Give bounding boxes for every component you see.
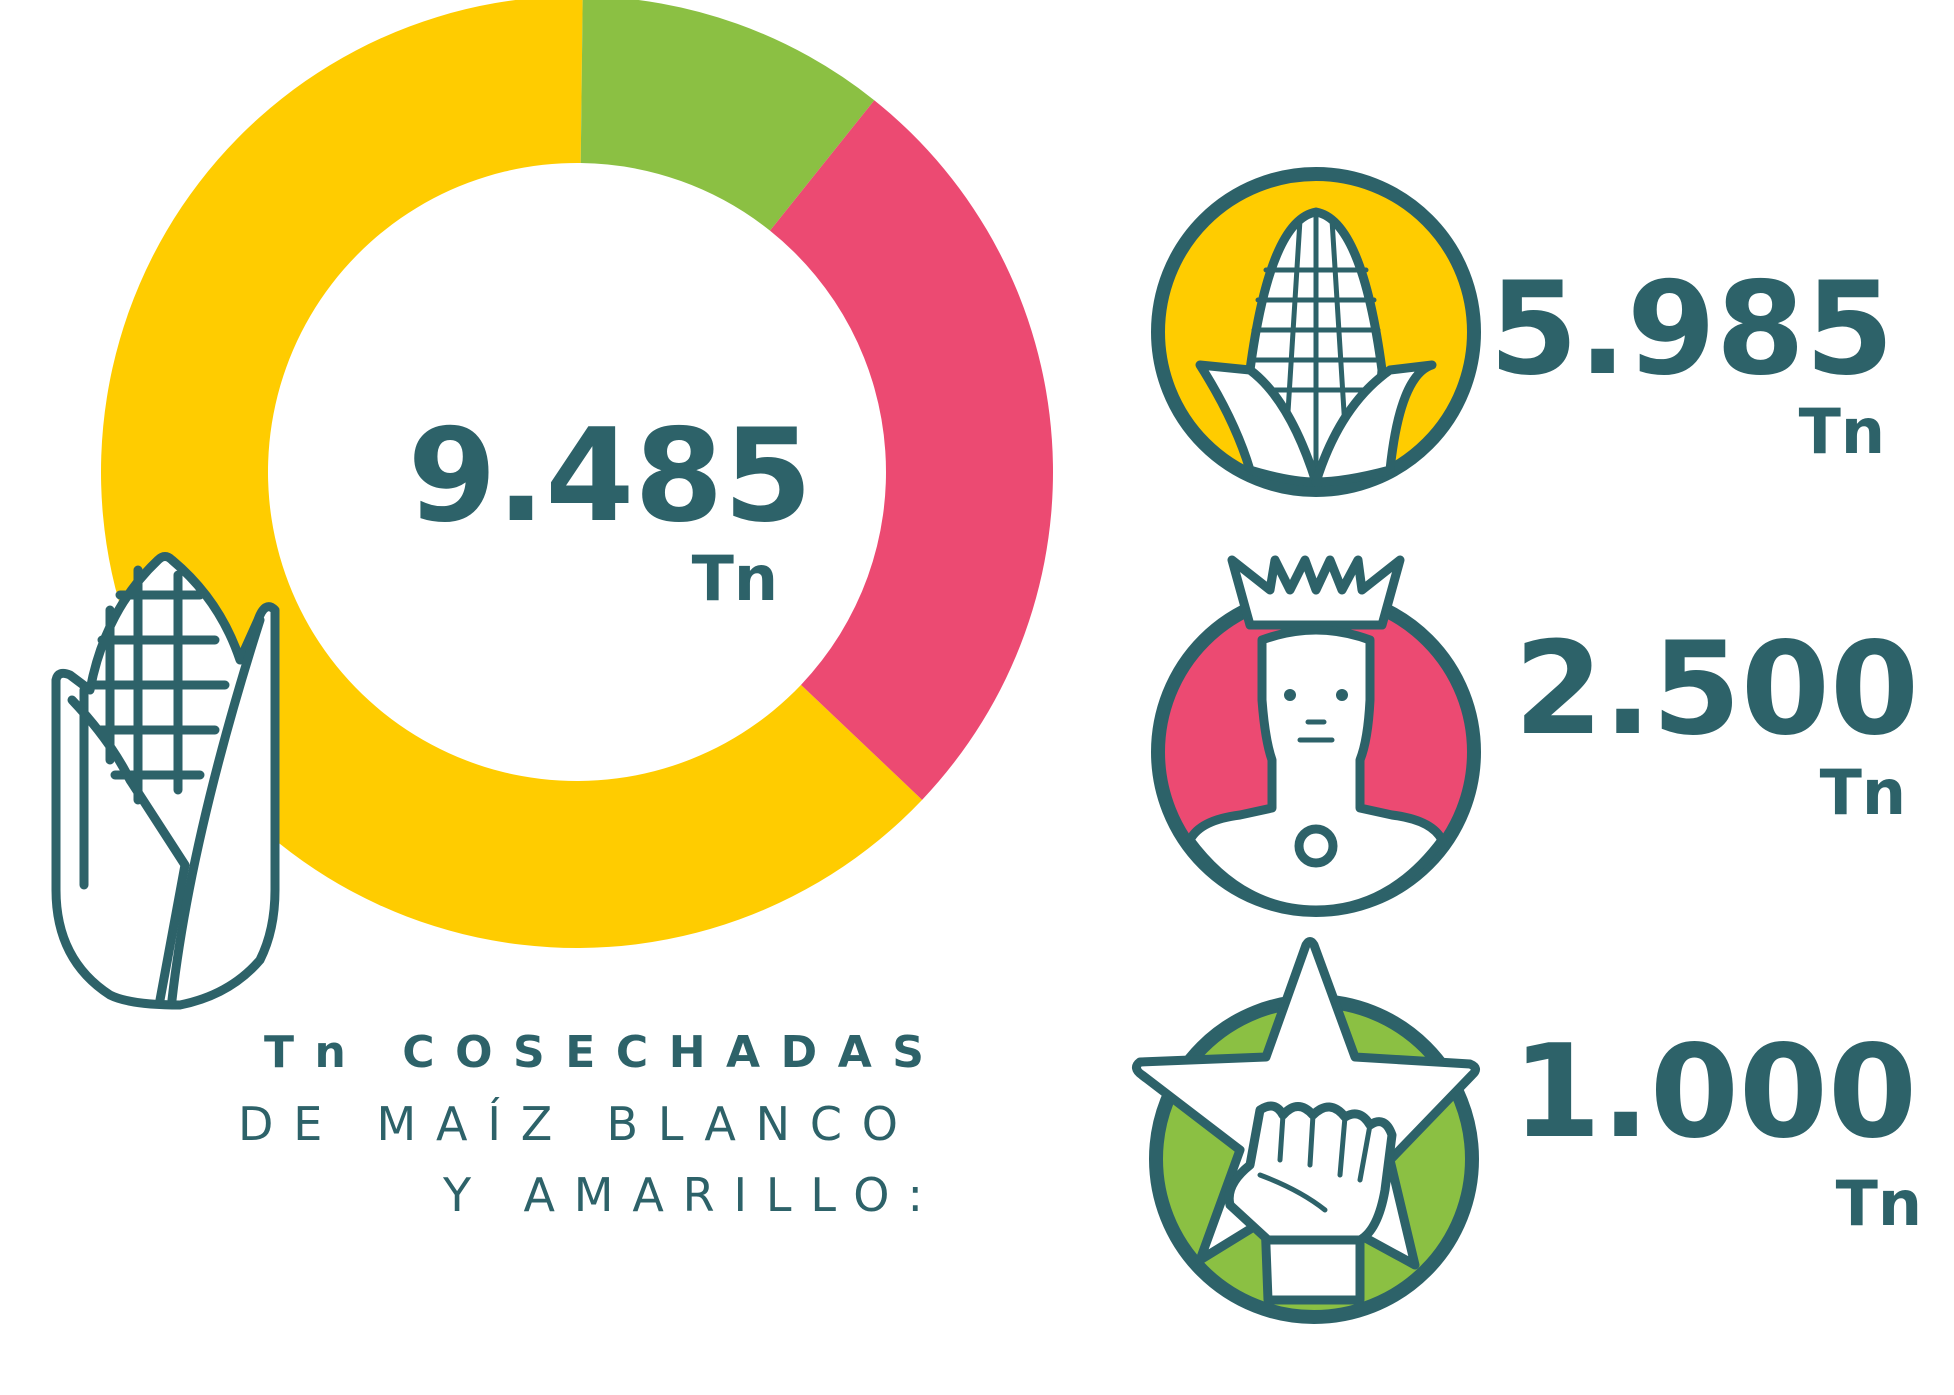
value-unit: Tn [1820, 756, 1906, 829]
value-unit: Tn [1836, 1167, 1922, 1240]
center-unit: Tn [692, 542, 778, 615]
value-unit: Tn [1799, 395, 1885, 468]
value-label: 5.985 [1489, 255, 1894, 404]
caption-line: DE MAÍZ BLANCO [238, 1097, 898, 1151]
center-total: 9.485 [408, 402, 813, 551]
page: {"chart_data": {"type": "donut", "values… [0, 0, 1954, 1395]
infographic: 9.485 Tn Tn COSECHADAS DE MAÍZ BLANCO Y … [0, 0, 1954, 1395]
caption-line: Y AMARILLO: [442, 1168, 923, 1222]
caption-line: Tn COSECHADAS [264, 1027, 924, 1078]
corn-icon [1158, 174, 1474, 490]
value-label: 1.000 [1512, 1018, 1917, 1167]
person-icon [1158, 560, 1474, 910]
value-label: 2.500 [1514, 615, 1919, 764]
fist-icon [1136, 942, 1475, 1318]
